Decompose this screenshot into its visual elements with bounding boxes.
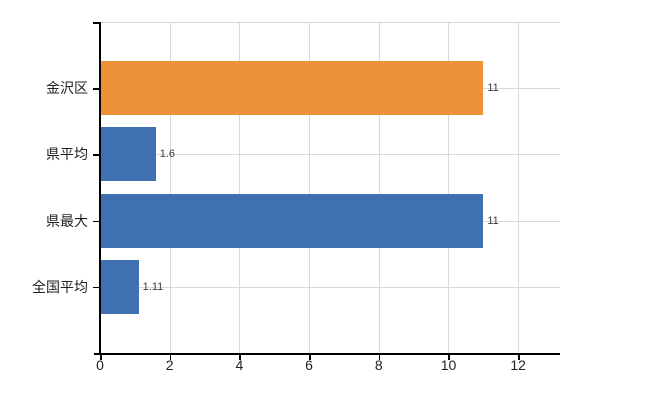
value-label: 11 — [487, 82, 499, 95]
x-axis-tick — [378, 354, 381, 360]
vertical-gridline — [448, 22, 450, 353]
x-axis-tick-label: 0 — [96, 357, 104, 373]
x-axis-tick — [239, 354, 241, 360]
category-label: 県最大 — [46, 212, 88, 229]
x-axis-tick — [448, 354, 450, 360]
value-label: 1.6 — [159, 148, 176, 161]
y-axis-tick — [93, 286, 100, 289]
x-axis-line — [94, 353, 560, 355]
x-axis-tick-label: 6 — [305, 357, 313, 373]
y-axis-end-tick — [93, 22, 100, 24]
horizontal-gridline — [100, 286, 560, 288]
y-axis-tick — [93, 154, 100, 156]
category-label: 県平均 — [46, 146, 88, 163]
bar-3 — [100, 193, 484, 248]
value-label: 11 — [487, 214, 499, 227]
bar-2 — [100, 127, 156, 182]
vertical-gridline — [378, 22, 380, 353]
vertical-gridline — [518, 22, 520, 353]
bar-4 — [100, 259, 139, 314]
category-label: 全国平均 — [32, 278, 88, 295]
x-axis-tick-label: 4 — [235, 357, 244, 373]
value-label: 1.11 — [142, 280, 164, 293]
x-axis-tick — [309, 354, 311, 360]
y-axis-line — [99, 22, 101, 353]
plot-area: 11 1.6 11 1.11 — [100, 22, 560, 353]
category-label: 金沢区 — [46, 80, 88, 97]
y-axis-tick — [93, 220, 100, 223]
horizontal-gridline — [100, 22, 560, 23]
bar-1 — [100, 61, 484, 116]
horizontal-gridline — [100, 154, 560, 156]
x-axis-tick-label: 10 — [440, 357, 457, 373]
x-axis-tick-label: 8 — [374, 357, 383, 373]
x-axis-tick — [169, 354, 172, 360]
vertical-gridline — [309, 22, 311, 353]
x-axis-tick-label: 12 — [510, 357, 526, 373]
y-axis-tick — [93, 88, 100, 90]
vertical-gridline — [169, 22, 171, 353]
x-axis-tick — [100, 354, 102, 360]
x-axis-tick-label: 2 — [165, 357, 174, 373]
vertical-gridline — [239, 22, 241, 353]
x-axis-tick — [518, 354, 520, 360]
